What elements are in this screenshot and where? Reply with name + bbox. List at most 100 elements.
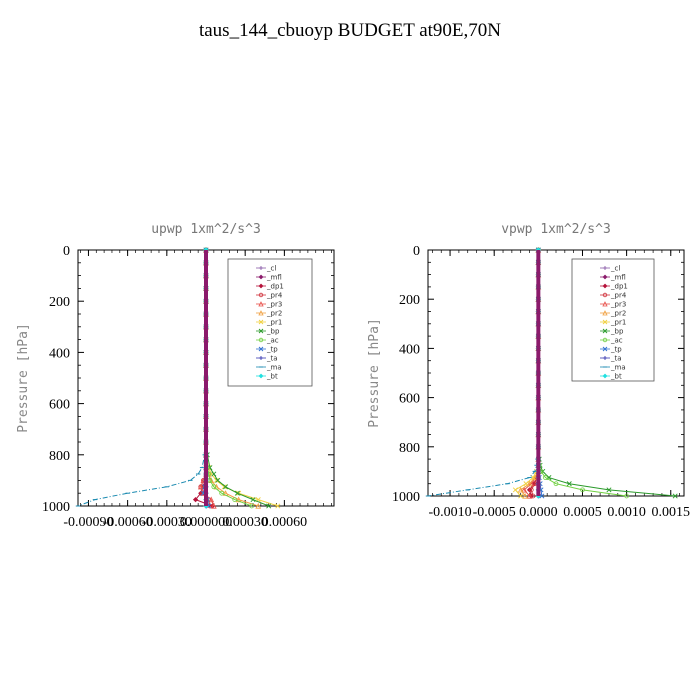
data-point bbox=[530, 493, 536, 499]
legend-item: _bp bbox=[600, 328, 624, 336]
data-point bbox=[566, 481, 572, 487]
chart-title: upwp 1xm^2/s^3 bbox=[151, 222, 261, 237]
legend-label: _mfl bbox=[266, 274, 282, 282]
data-point bbox=[235, 496, 242, 503]
y-tick-label: 1000 bbox=[42, 500, 70, 515]
legend-marker bbox=[258, 301, 264, 307]
x-tick-label: 0.0000 bbox=[519, 505, 558, 520]
y-tick-label: 600 bbox=[399, 392, 420, 407]
legend-marker bbox=[258, 283, 264, 289]
chart-panel-2: vpwp 1xm^2/s^3 Pressure [hPa] 0 200 400 600 80… bbox=[367, 222, 690, 520]
y-tick-label: 1000 bbox=[392, 490, 420, 505]
legend-item: _mfl bbox=[256, 274, 282, 282]
legend-marker bbox=[258, 319, 264, 325]
legend-label: _ac bbox=[610, 337, 623, 345]
data-point bbox=[249, 503, 255, 509]
data-point bbox=[528, 487, 534, 493]
legend-label: _dp1 bbox=[266, 283, 284, 291]
legend-marker bbox=[258, 328, 264, 334]
chart-title: vpwp 1xm^2/s^3 bbox=[501, 222, 611, 237]
legend-item: _ac bbox=[256, 337, 279, 345]
series-line bbox=[514, 250, 539, 497]
legend-item: _pr1 bbox=[256, 319, 282, 327]
legend-label: _pr4 bbox=[610, 292, 627, 300]
legend-item: _bt bbox=[256, 373, 278, 381]
legend-label: _cl bbox=[266, 265, 276, 273]
data-point bbox=[543, 475, 548, 480]
data-point bbox=[192, 496, 199, 503]
legend-item: _bp bbox=[256, 328, 280, 336]
data-point bbox=[517, 486, 524, 493]
legend-marker bbox=[258, 373, 264, 379]
x-tick-label: 0.0005 bbox=[563, 505, 602, 520]
legend-label: _pr3 bbox=[266, 301, 282, 309]
legend-item: _dp1 bbox=[600, 283, 628, 291]
data-point bbox=[255, 502, 262, 509]
legend-marker bbox=[602, 274, 608, 280]
legend-marker bbox=[258, 337, 264, 343]
zero-line-overlap bbox=[204, 250, 208, 506]
data-point bbox=[672, 493, 678, 499]
series-ma bbox=[425, 249, 541, 497]
legend-item: _cl bbox=[600, 265, 620, 273]
y-tick-label: 800 bbox=[399, 441, 420, 456]
legend-marker bbox=[259, 356, 263, 360]
legend-label: _pr3 bbox=[610, 301, 626, 309]
legend-item: _pr2 bbox=[256, 310, 282, 318]
legend-item: _pr1 bbox=[600, 319, 626, 327]
legend-item: _dp1 bbox=[256, 283, 284, 291]
legend-item: _ta bbox=[256, 355, 278, 363]
legend-label: _ta bbox=[610, 355, 622, 363]
data-point bbox=[197, 483, 204, 490]
chart-panel-1: upwp 1xm^2/s^3 Pressure [hPa] 0 200 400 600 80… bbox=[16, 222, 335, 530]
legend-marker bbox=[602, 310, 608, 316]
legend-label: _mfl bbox=[610, 274, 626, 282]
x-tick-label: 0.00060 bbox=[262, 515, 308, 530]
zero-line-overlap bbox=[536, 250, 541, 496]
y-tick-label: 200 bbox=[399, 293, 420, 308]
data-point bbox=[606, 487, 612, 493]
legend-box bbox=[227, 258, 313, 387]
legend-marker bbox=[602, 373, 608, 379]
y-axis-label: Pressure [hPa] bbox=[367, 318, 382, 428]
data-point bbox=[219, 490, 225, 496]
series-line bbox=[77, 250, 207, 507]
data-point bbox=[210, 502, 217, 509]
data-point bbox=[234, 490, 240, 496]
data-point bbox=[266, 503, 272, 509]
legend-label: _bt bbox=[266, 373, 278, 381]
legend-item: _mfl bbox=[600, 274, 626, 282]
legend-marker bbox=[602, 319, 608, 325]
data-point bbox=[522, 492, 528, 499]
y-tick-label: 600 bbox=[49, 398, 70, 413]
legend-label: _bt bbox=[610, 373, 622, 381]
y-tick-label: 200 bbox=[49, 295, 70, 310]
legend-label: _pr1 bbox=[266, 319, 282, 327]
legend-item: _ac bbox=[600, 337, 623, 345]
x-tick-label: 0.0015 bbox=[652, 505, 691, 520]
data-point bbox=[275, 503, 281, 509]
legend-item: _pr4 bbox=[256, 292, 283, 300]
data-point bbox=[624, 493, 630, 499]
data-point bbox=[530, 475, 536, 481]
legend-label: _ac bbox=[266, 337, 279, 345]
legend-marker bbox=[258, 346, 264, 352]
x-tick-label: -0.0010 bbox=[428, 505, 471, 520]
legend-marker bbox=[258, 274, 264, 280]
x-tick-label: -0.00030 bbox=[142, 515, 192, 530]
x-tick-label: 0.0010 bbox=[607, 505, 646, 520]
legend-label: _ta bbox=[266, 355, 278, 363]
y-axis-label: Pressure [hPa] bbox=[16, 323, 31, 433]
data-point bbox=[526, 480, 533, 487]
data-point bbox=[211, 471, 217, 477]
legend-item: _pr2 bbox=[600, 310, 626, 318]
data-point bbox=[521, 486, 528, 493]
data-point bbox=[221, 484, 227, 490]
legend-label: _pr1 bbox=[610, 319, 626, 327]
legend-marker bbox=[602, 337, 608, 343]
data-point bbox=[213, 477, 219, 483]
data-point bbox=[215, 477, 221, 483]
legend-marker bbox=[258, 292, 264, 298]
legend-label: _dp1 bbox=[610, 283, 628, 291]
y-tick-label: 800 bbox=[49, 449, 70, 464]
